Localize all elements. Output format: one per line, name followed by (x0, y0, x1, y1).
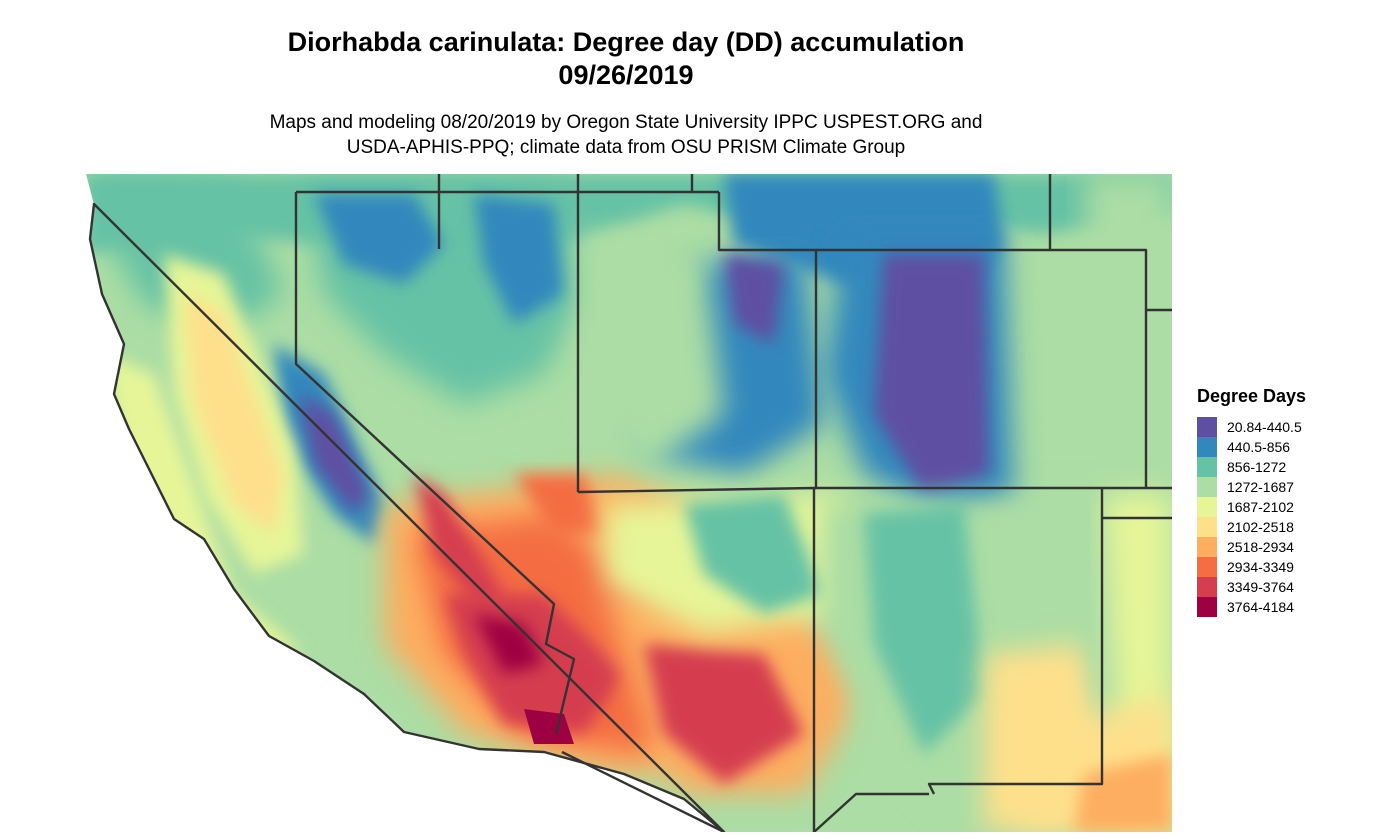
legend-item: 3349-3764 (1197, 577, 1306, 597)
legend-item: 1272-1687 (1197, 477, 1306, 497)
legend-items: 20.84-440.5 440.5-856 856-1272 1272-1687 168… (1197, 417, 1306, 617)
legend-item: 2934-3349 (1197, 557, 1306, 577)
legend-label: 856-1272 (1227, 459, 1287, 475)
legend-swatch (1197, 597, 1217, 617)
zone-arizona-hot (644, 644, 804, 784)
legend-swatch (1197, 417, 1217, 437)
legend-swatch (1197, 477, 1217, 497)
mexico-border-az (561, 750, 725, 832)
legend-label: 440.5-856 (1227, 439, 1291, 455)
degree-day-map (84, 174, 1172, 832)
legend-swatch (1197, 457, 1217, 477)
map-subtitle: Maps and modeling 08/20/2019 by Oregon S… (170, 110, 1082, 160)
legend-item: 856-1272 (1197, 457, 1306, 477)
legend-item: 440.5-856 (1197, 437, 1306, 457)
legend-swatch (1197, 537, 1217, 557)
legend-label: 3349-3764 (1227, 579, 1294, 595)
legend-title: Degree Days (1197, 386, 1307, 406)
zone-central-valley (184, 294, 284, 534)
zone-colorado-peaks (874, 254, 989, 494)
zone-basin-ranges-2 (474, 194, 564, 324)
colorado-border (814, 248, 1148, 490)
california-nevada-border (294, 192, 576, 735)
legend-label: 3764-4184 (1227, 599, 1294, 615)
map-subtitle-line-2: USDA-APHIS-PPQ; climate data from OSU PR… (346, 137, 906, 158)
state-borders (88, 174, 1172, 832)
map-title: Diorhabda carinulata: Degree day (DD) ac… (170, 26, 1082, 92)
zone-texas-hot (1074, 754, 1172, 832)
legend-item: 2102-2518 (1197, 517, 1306, 537)
legend-label: 2102-2518 (1227, 519, 1294, 535)
zone-uinta (724, 254, 784, 344)
zone-death-valley (414, 474, 504, 614)
legend-swatch (1197, 557, 1217, 577)
map-subtitle-line-1: Maps and modeling 08/20/2019 by Oregon S… (269, 112, 983, 133)
legend-label: 20.84-440.5 (1227, 419, 1302, 435)
zone-utah-west (584, 234, 724, 474)
legend-swatch (1197, 577, 1217, 597)
legend-item: 3764-4184 (1197, 597, 1306, 617)
legend-label: 1687-2102 (1227, 499, 1294, 515)
zone-coachella (474, 614, 544, 674)
legend-item: 1687-2102 (1197, 497, 1306, 517)
mexico-border-nm (813, 792, 929, 832)
legend-swatch (1197, 497, 1217, 517)
legend-label: 2934-3349 (1227, 559, 1294, 575)
zone-basin-ranges-1 (314, 194, 444, 284)
map-shading (86, 174, 1172, 832)
legend-label: 1272-1687 (1227, 479, 1294, 495)
coastline (88, 202, 726, 832)
nm-texas-border (927, 488, 1104, 795)
legend-swatch (1197, 517, 1217, 537)
zone-imperial-hot (524, 709, 574, 744)
map-title-line-2: 09/26/2019 (558, 60, 694, 90)
zone-arizona-highlands (684, 494, 824, 614)
zone-lake-mead (514, 474, 604, 534)
zone-nm-highlands (864, 504, 984, 754)
legend: Degree Days 20.84-440.5 440.5-856 856-1272… (1197, 386, 1306, 617)
zone-coast (104, 354, 304, 654)
map-title-line-1: Diorhabda carinulata: Degree day (DD) ac… (287, 27, 965, 57)
legend-label: 2518-2934 (1227, 539, 1294, 555)
legend-item: 2518-2934 (1197, 537, 1306, 557)
zone-sierra-peaks (299, 394, 369, 514)
utah-wyoming-border (717, 192, 818, 488)
legend-item: 20.84-440.5 (1197, 417, 1306, 437)
legend-swatch (1197, 437, 1217, 457)
zone-nw-ranges (94, 174, 284, 334)
map-canvas (86, 174, 1172, 832)
